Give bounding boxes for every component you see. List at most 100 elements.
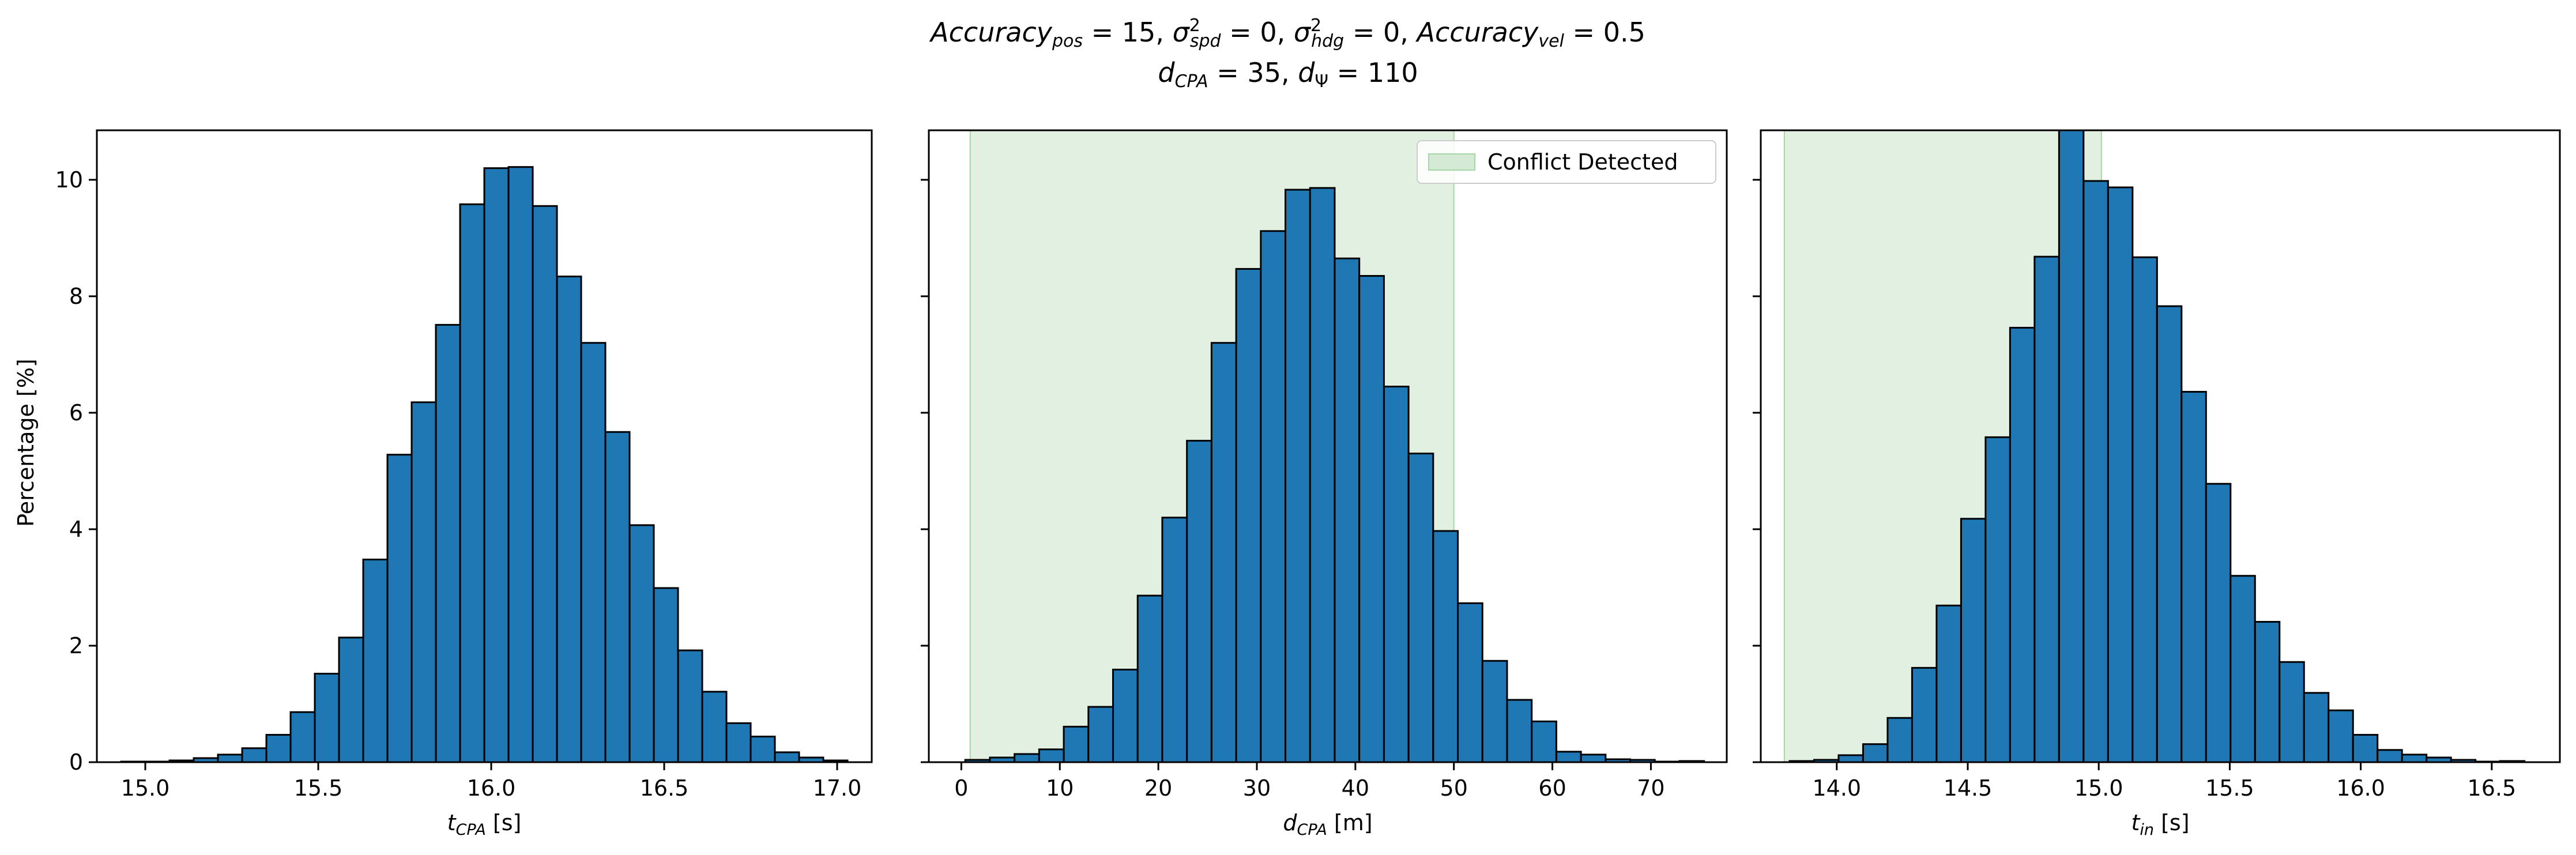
histogram-bar bbox=[701, 691, 728, 762]
histogram-bar bbox=[532, 205, 558, 762]
histogram-bar bbox=[2229, 575, 2256, 762]
x-tick-label: 70 bbox=[1637, 775, 1664, 801]
histogram-bar bbox=[483, 167, 510, 762]
histogram-bar bbox=[1038, 748, 1065, 762]
histogram-bar bbox=[2033, 255, 2060, 762]
plot-area bbox=[120, 166, 849, 762]
histogram-bar bbox=[2156, 305, 2183, 762]
x-tick-label: 16.0 bbox=[467, 775, 516, 801]
y-tick-label: 10 bbox=[55, 167, 83, 193]
histogram-bar bbox=[289, 711, 316, 762]
histogram-bar bbox=[2131, 256, 2158, 762]
axes-frame bbox=[1760, 129, 2561, 763]
legend-frame bbox=[1417, 140, 1716, 184]
histogram-bar bbox=[459, 203, 485, 762]
histogram-bar bbox=[556, 276, 582, 762]
histogram-bar bbox=[1837, 754, 1864, 762]
histogram-bar bbox=[1481, 660, 1508, 762]
y-axis-label: Percentage [%] bbox=[13, 359, 39, 527]
histogram-bar bbox=[1580, 754, 1607, 762]
histogram-bar bbox=[2009, 326, 2036, 762]
histogram-bar bbox=[338, 636, 364, 762]
axes-frame bbox=[96, 129, 873, 763]
x-tick-label: 50 bbox=[1440, 775, 1468, 801]
x-tick-label: 15.5 bbox=[294, 775, 343, 801]
x-tick-label: 15.0 bbox=[2074, 775, 2123, 801]
histogram-bar bbox=[604, 431, 631, 762]
y-tick-label: 0 bbox=[69, 749, 83, 775]
panel-t-in: 14.0 14.5 15.0 15.5 16.0 16.5 tin [s] bbox=[1753, 129, 2561, 839]
histogram-bar bbox=[1063, 725, 1090, 762]
y-tick-label: 2 bbox=[69, 633, 83, 658]
axes-frame bbox=[928, 129, 1728, 763]
histogram-bar bbox=[1911, 666, 1938, 762]
histogram-bar bbox=[2328, 709, 2354, 762]
figure-title-line1: Accuracypos = 15, σ2 spd = 0, σ2 hdg = 0, … bbox=[929, 16, 1645, 51]
histogram-bar bbox=[750, 736, 776, 762]
x-axis-label: tCPA [s] bbox=[447, 810, 522, 839]
histogram-bar bbox=[1935, 604, 1962, 762]
y-tick-label: 6 bbox=[69, 400, 83, 425]
y-tick-label: 4 bbox=[69, 517, 83, 542]
histogram-bar bbox=[1984, 436, 2011, 762]
histogram-bar bbox=[1136, 594, 1163, 762]
histogram-bar bbox=[2352, 734, 2379, 762]
histogram-bar bbox=[628, 524, 655, 762]
histogram-bar bbox=[2279, 661, 2305, 762]
x-tick-label: 40 bbox=[1342, 775, 1369, 801]
x-tick-label: 15.0 bbox=[121, 775, 170, 801]
histogram-bar bbox=[677, 649, 703, 762]
panel-d-cpa: 0 10 20 30 40 50 60 70 dCPA [m] Conflict Detected bbox=[921, 129, 1728, 839]
histogram-bar bbox=[241, 747, 268, 762]
histogram-bar bbox=[2303, 692, 2330, 762]
histogram-bar bbox=[265, 734, 292, 762]
histogram-bar bbox=[725, 722, 752, 762]
histogram-bar bbox=[1531, 720, 1557, 762]
x-tick-label: 10 bbox=[1046, 775, 1074, 801]
histogram-bar bbox=[2377, 749, 2403, 762]
histogram-bar bbox=[362, 558, 389, 762]
x-axis-label: dCPA [m] bbox=[1283, 810, 1372, 839]
histogram-bar bbox=[217, 754, 243, 762]
histogram-bar bbox=[822, 759, 849, 762]
legend-swatch bbox=[1428, 153, 1475, 171]
histogram-bar bbox=[1260, 230, 1287, 762]
plot-area bbox=[964, 130, 1705, 762]
histogram-bar bbox=[386, 454, 413, 762]
histogram-bar bbox=[2401, 754, 2428, 762]
panel-t-cpa: 15.0 15.5 16.0 16.5 17.0 0 2 4 6 8 10 tCPA [s] bbox=[55, 129, 873, 839]
histogram-bar bbox=[1407, 453, 1434, 762]
histogram-bar bbox=[1506, 699, 1533, 762]
x-tick-label: 20 bbox=[1144, 775, 1172, 801]
histogram-bar bbox=[774, 751, 800, 762]
histogram-bar bbox=[1014, 753, 1040, 762]
histogram-bar bbox=[1235, 268, 1262, 762]
x-tick-label: 15.5 bbox=[2205, 775, 2254, 801]
histogram-bar bbox=[2082, 180, 2109, 762]
histogram-bar bbox=[2205, 483, 2232, 762]
histogram-bar bbox=[2180, 391, 2207, 762]
histogram-bar bbox=[1210, 342, 1237, 762]
x-tick-label: 16.0 bbox=[2336, 775, 2385, 801]
x-tick-label: 60 bbox=[1538, 775, 1566, 801]
x-axis-label: tin [s] bbox=[2131, 810, 2189, 839]
x-tick-label: 14.0 bbox=[1812, 775, 1861, 801]
plot-area bbox=[1783, 130, 2526, 762]
histogram-bar bbox=[1285, 189, 1311, 762]
x-tick-label: 17.0 bbox=[813, 775, 862, 801]
histogram-bar bbox=[653, 587, 679, 762]
histogram-bar bbox=[2254, 621, 2281, 762]
histogram-bar bbox=[1087, 706, 1114, 762]
histogram-bar bbox=[1161, 517, 1188, 762]
histogram-bar bbox=[1432, 530, 1459, 762]
x-tick-label: 30 bbox=[1243, 775, 1271, 801]
x-tick-label: 16.5 bbox=[640, 775, 689, 801]
histogram-bar bbox=[1358, 275, 1385, 762]
histogram-bar bbox=[1886, 717, 1913, 762]
legend: Conflict Detected bbox=[1417, 140, 1716, 184]
x-tick-label: 0 bbox=[954, 775, 968, 801]
histogram-bar bbox=[410, 401, 437, 762]
legend-label: Conflict Detected bbox=[1487, 149, 1678, 175]
histogram-bar bbox=[2058, 130, 2085, 762]
